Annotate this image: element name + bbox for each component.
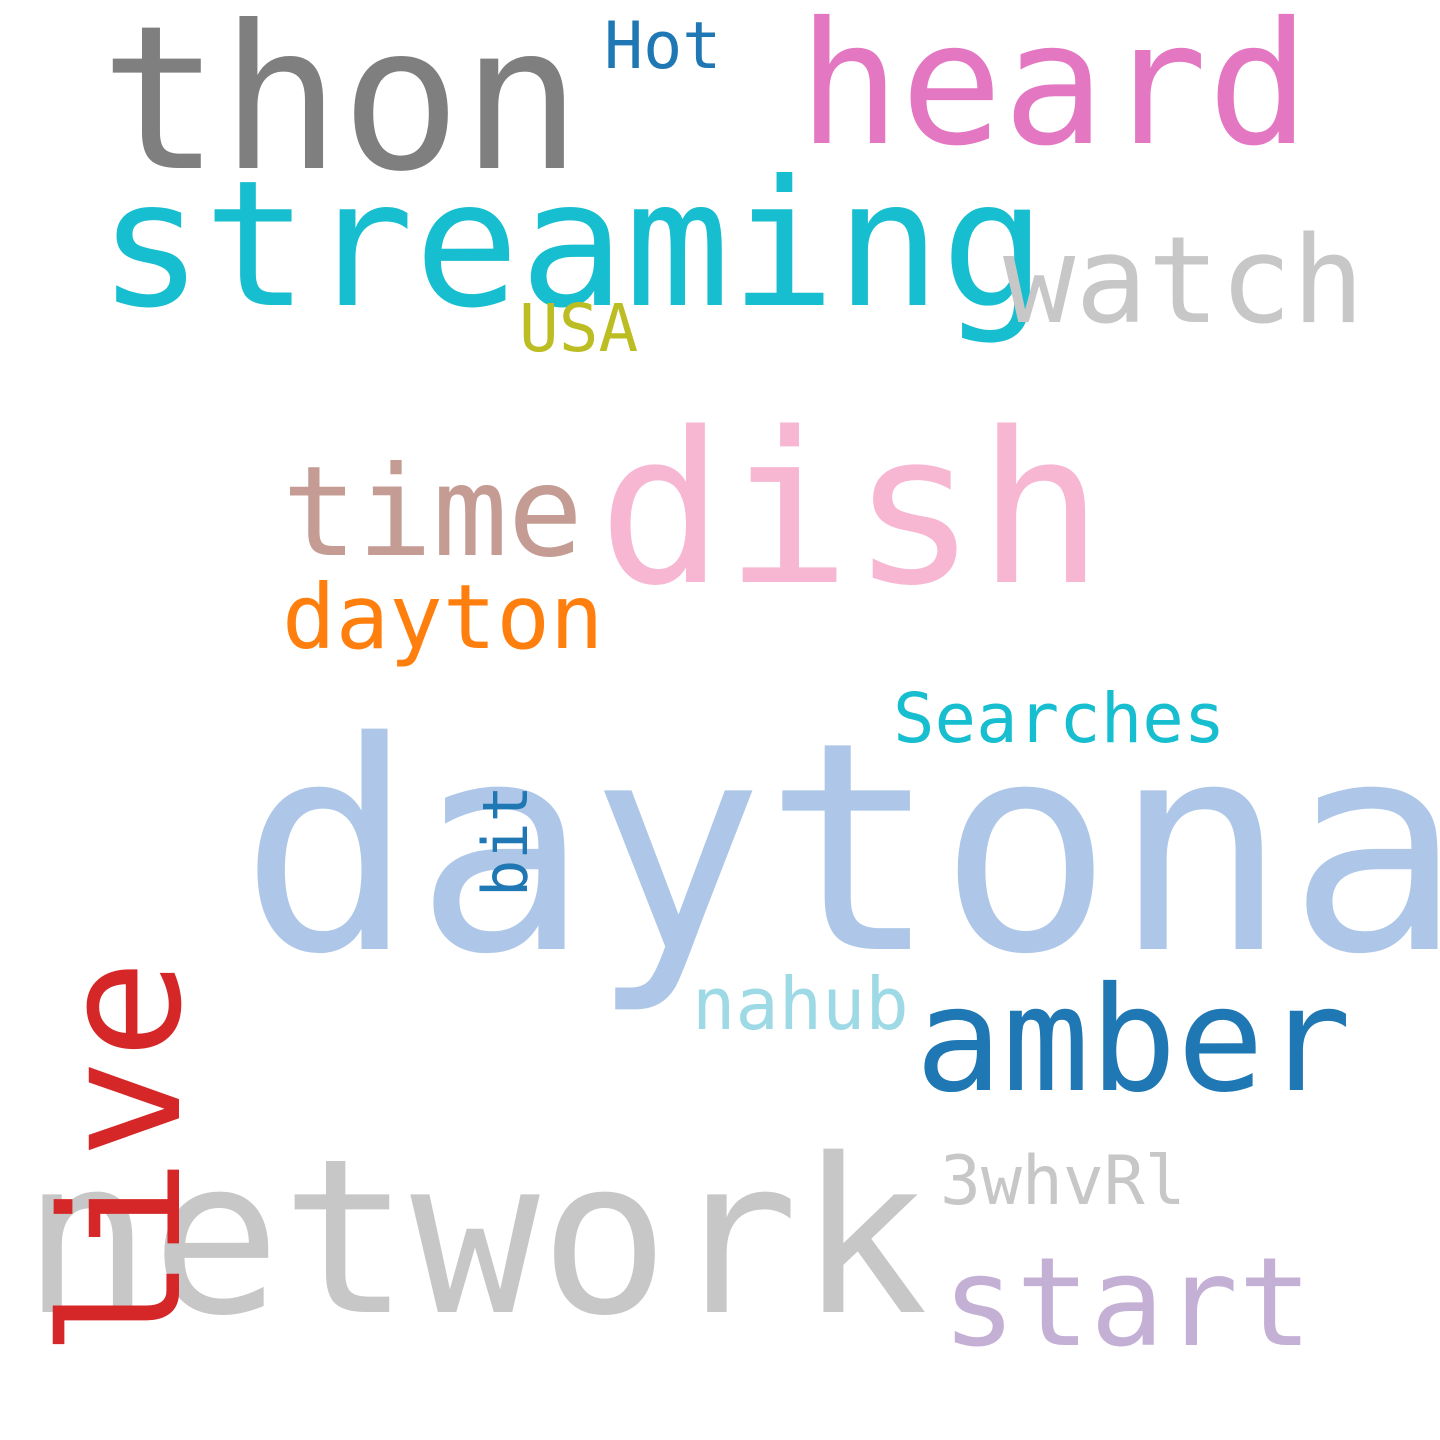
word-daytona: daytona [240,681,1440,1018]
word-thon: thon [100,0,582,216]
word-dish: dish [598,387,1104,632]
word-streaming: streaming [98,144,1047,347]
word-heard: heard [798,0,1310,184]
word-dayton: dayton [282,565,604,669]
word-hot: Hot [604,9,722,84]
word-time: time [282,440,584,585]
word-nahub: nahub [692,962,909,1046]
word-watch: watch [1003,212,1365,351]
word-network: network [22,1112,929,1363]
word-searches: Searches [893,679,1226,759]
word-3whvrl: 3whvRl [940,1142,1186,1221]
word-start: start [942,1232,1313,1375]
word-bit: bit [469,785,542,897]
word-amber: amber [915,956,1352,1125]
word-live: live [26,959,218,1357]
word-usa: USA [519,290,639,367]
